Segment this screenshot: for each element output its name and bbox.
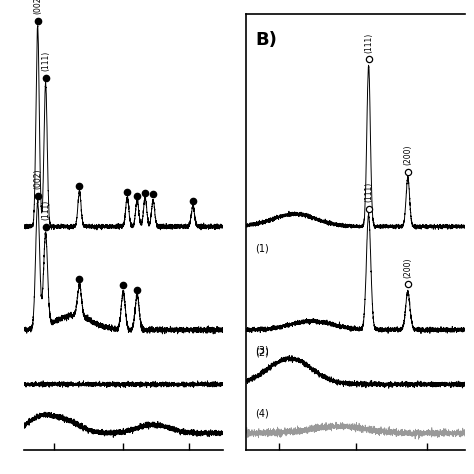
Text: (2): (2): [255, 347, 269, 357]
Text: B): B): [255, 31, 277, 49]
Text: (002): (002): [33, 169, 42, 189]
Text: (111): (111): [41, 50, 50, 71]
Text: (111): (111): [364, 32, 373, 53]
Text: (200): (200): [403, 257, 412, 278]
Text: (002): (002): [33, 0, 42, 14]
Text: (200): (200): [403, 144, 412, 165]
Text: (111): (111): [364, 182, 373, 202]
Text: (4): (4): [255, 409, 269, 419]
Text: (1): (1): [255, 244, 269, 254]
Text: (3): (3): [255, 346, 269, 356]
Text: (111): (111): [41, 200, 50, 220]
